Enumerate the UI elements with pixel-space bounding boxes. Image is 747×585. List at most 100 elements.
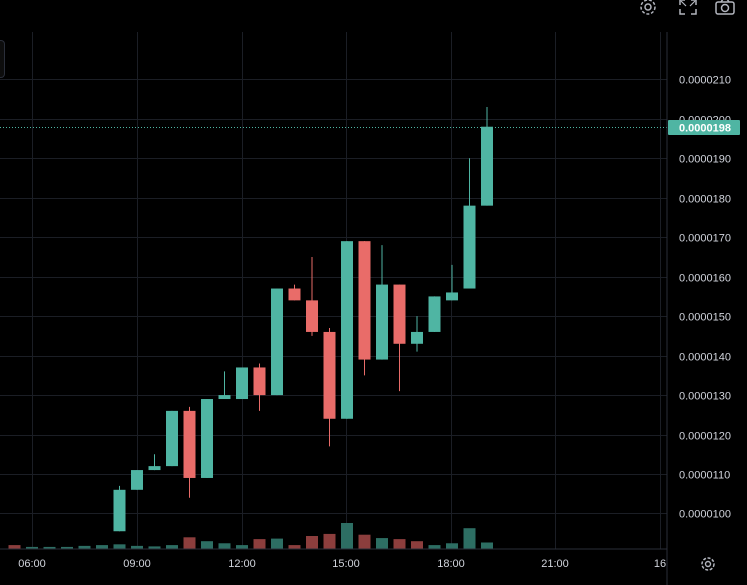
candle-body	[183, 410, 196, 478]
last-price-badge: 0.0000198	[668, 120, 740, 135]
volume-bar	[236, 545, 248, 549]
candle[interactable]	[113, 485, 126, 532]
candle-body	[288, 288, 301, 301]
candle-body	[113, 489, 126, 532]
candle-body	[376, 284, 388, 360]
volume-bar	[201, 541, 213, 549]
candle-body	[428, 296, 441, 332]
candle[interactable]	[218, 371, 231, 400]
candle[interactable]	[341, 241, 353, 419]
volume-bar	[78, 545, 91, 549]
candle[interactable]	[201, 399, 213, 478]
candle-body	[201, 399, 213, 478]
price-tick-label: 0.0000140	[679, 352, 731, 364]
candle-body	[218, 395, 231, 400]
volume-bar	[113, 544, 126, 549]
volume-bar	[306, 536, 318, 549]
gear-icon[interactable]	[696, 553, 720, 575]
price-tick-label: 0.0000150	[679, 312, 731, 324]
time-tick-label: 09:00	[123, 558, 151, 570]
volume-bar	[96, 545, 108, 549]
candle[interactable]	[148, 454, 161, 471]
volume-bar	[131, 545, 143, 549]
price-tick-label: 0.0000210	[679, 75, 731, 87]
volume-bar	[288, 545, 301, 549]
candle[interactable]	[271, 288, 283, 396]
time-tick-label: 18:00	[437, 558, 465, 570]
volume-bar	[411, 541, 423, 549]
price-tick-label: 0.0000170	[679, 233, 731, 245]
candle-body	[323, 331, 336, 419]
candle[interactable]	[236, 367, 248, 400]
drawing-panel-tab[interactable]	[0, 40, 5, 78]
candle[interactable]	[306, 256, 318, 336]
volume-bar	[26, 546, 38, 549]
candle-body	[253, 367, 266, 396]
price-axis[interactable]: 0.0000100 0.0000110 0.0000120 0.0000130 0.00…	[679, 75, 731, 521]
price-tick-label: 0.0000190	[679, 154, 731, 166]
price-tick-label: 0.0000130	[679, 391, 731, 403]
volume-bar	[43, 546, 56, 549]
gear-icon[interactable]	[636, 0, 660, 18]
volume-bar	[148, 546, 161, 549]
price-tick-label: 0.0000160	[679, 273, 731, 285]
volume-bar	[271, 538, 283, 549]
candle-body	[481, 126, 493, 206]
candle[interactable]	[358, 241, 371, 376]
volume-bar	[446, 543, 458, 549]
candle-body	[463, 205, 476, 289]
time-axis[interactable]: 06:00 09:00 12:00 15:00 18:00 21:00 16	[18, 558, 666, 570]
volume-bar	[376, 538, 388, 549]
candle-body	[271, 288, 283, 396]
candle-body	[131, 470, 143, 490]
price-tick-label: 0.0000180	[679, 194, 731, 206]
volume-bar	[341, 523, 353, 549]
volume-bar	[393, 539, 406, 549]
time-tick-label: 06:00	[18, 558, 46, 570]
candle[interactable]	[411, 316, 423, 352]
candle-body	[393, 284, 406, 344]
candle-body	[148, 466, 161, 471]
candle-body	[306, 300, 318, 332]
candle[interactable]	[376, 245, 388, 360]
volume-bar	[166, 545, 178, 549]
time-tick-label: 16	[654, 558, 666, 570]
candle[interactable]	[481, 106, 493, 206]
candle[interactable]	[131, 470, 143, 490]
candle[interactable]	[393, 284, 406, 392]
candle-body	[341, 241, 353, 419]
last-price-label: 0.0000198	[679, 123, 731, 135]
volume-bar	[358, 534, 371, 549]
volume-bar	[8, 545, 21, 549]
volume-bar	[481, 542, 493, 549]
time-tick-label: 15:00	[332, 558, 360, 570]
candle-body	[411, 331, 423, 344]
price-tick-label: 0.0000100	[679, 509, 731, 521]
last-price-badge-bg	[668, 120, 740, 135]
volume-bar	[463, 528, 476, 549]
candle[interactable]	[463, 158, 476, 289]
candle[interactable]	[428, 296, 441, 332]
fullscreen-icon[interactable]	[676, 0, 700, 18]
grid	[0, 32, 667, 549]
camera-icon[interactable]	[713, 0, 737, 18]
candle[interactable]	[446, 264, 458, 301]
volume-bars	[8, 523, 493, 549]
candle-body	[166, 410, 178, 467]
time-tick-label: 12:00	[228, 558, 256, 570]
volume-bar	[218, 543, 231, 549]
volume-bar	[253, 539, 266, 549]
candle-body	[236, 367, 248, 400]
candle[interactable]	[183, 406, 196, 498]
time-tick-label: 21:00	[541, 558, 569, 570]
candle-body	[358, 241, 371, 360]
volume-bar	[428, 545, 441, 549]
candle-body	[446, 292, 458, 301]
volume-bar	[323, 533, 336, 549]
candle[interactable]	[253, 363, 266, 411]
candle[interactable]	[323, 327, 336, 447]
candle[interactable]	[166, 410, 178, 467]
candle[interactable]	[288, 284, 301, 301]
